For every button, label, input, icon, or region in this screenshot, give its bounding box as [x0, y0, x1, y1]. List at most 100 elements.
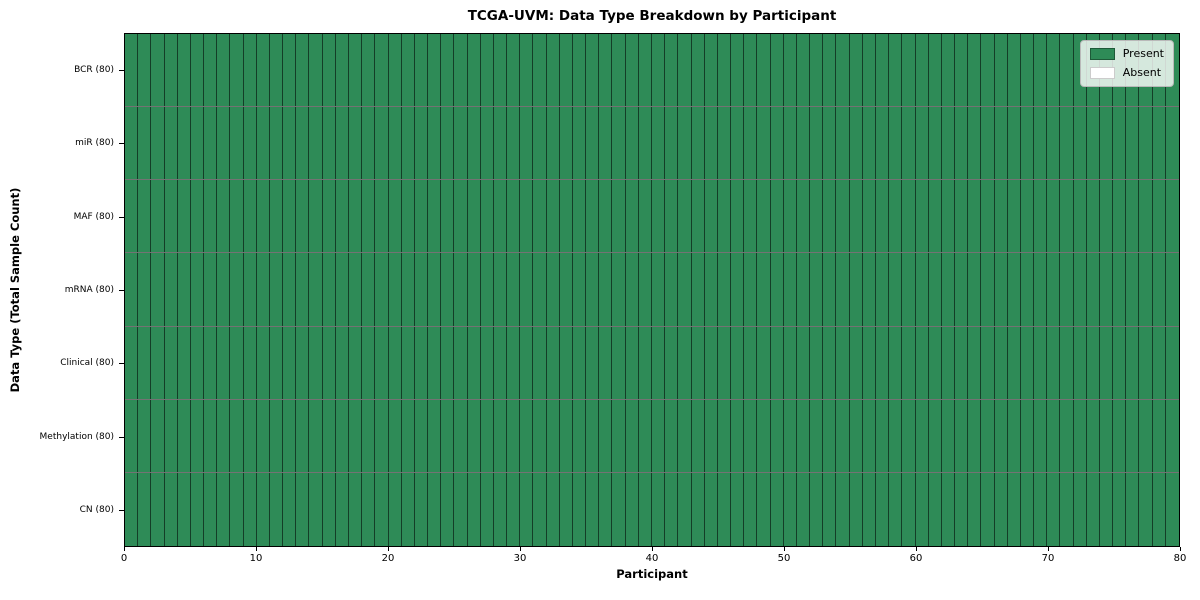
heatmap-cell	[1086, 180, 1100, 253]
heatmap-cell	[981, 180, 995, 253]
heatmap-cell	[520, 472, 534, 546]
heatmap-cell	[375, 326, 389, 399]
heatmap-cell	[955, 107, 969, 180]
heatmap-cell	[638, 180, 652, 253]
heatmap-cell	[414, 326, 429, 399]
heatmap-cell	[1034, 326, 1048, 399]
heatmap-cell	[783, 253, 797, 326]
heatmap-cell	[823, 472, 837, 546]
y-tick-label-Clinical: Clinical (80)	[60, 358, 114, 369]
x-tick-label: 50	[777, 553, 791, 564]
heatmap-cell	[902, 180, 916, 253]
x-tick-mark	[1180, 547, 1181, 551]
heatmap-cell	[256, 34, 270, 107]
heatmap-cell	[217, 326, 231, 399]
heatmap-cell	[915, 180, 929, 253]
heatmap-cell	[243, 253, 257, 326]
heatmap-cell	[941, 253, 956, 326]
heatmap-cell	[1113, 180, 1127, 253]
heatmap-cell	[625, 326, 639, 399]
heatmap-cell	[348, 399, 363, 472]
heatmap-cell	[717, 472, 732, 546]
heatmap-cell	[783, 180, 797, 253]
heatmap-cell	[652, 107, 666, 180]
heatmap-cell	[1165, 180, 1179, 253]
heatmap-cell	[480, 180, 494, 253]
heatmap-cell	[1139, 399, 1153, 472]
heatmap-cell	[533, 253, 547, 326]
heatmap-cell	[256, 399, 270, 472]
heatmap-cell	[625, 34, 639, 107]
heatmap-cell	[335, 34, 349, 107]
heatmap-cell	[849, 107, 863, 180]
heatmap-cell	[322, 399, 336, 472]
heatmap-cell	[559, 399, 573, 472]
heatmap-cell	[625, 107, 639, 180]
heatmap-cell	[968, 180, 982, 253]
heatmap-cell	[546, 107, 560, 180]
heatmap-cell	[810, 34, 824, 107]
heatmap-cell	[1034, 253, 1048, 326]
heatmap-cell	[388, 399, 402, 472]
heatmap-cell	[1020, 253, 1035, 326]
heatmap-cell	[388, 107, 402, 180]
heatmap-cell	[810, 253, 824, 326]
heatmap-cell	[177, 399, 191, 472]
heatmap-cell	[928, 472, 942, 546]
heatmap-cell	[783, 472, 797, 546]
heatmap-cell	[151, 253, 165, 326]
heatmap-cell	[1165, 472, 1179, 546]
heatmap-cell	[981, 326, 995, 399]
heatmap-cell	[388, 253, 402, 326]
heatmap-cell	[428, 253, 442, 326]
heatmap-cell	[652, 34, 666, 107]
heatmap-cell	[164, 180, 178, 253]
heatmap-cell	[731, 253, 745, 326]
heatmap-cell	[1113, 107, 1127, 180]
heatmap-cell	[322, 34, 336, 107]
heatmap-cell	[125, 326, 139, 399]
heatmap-cell	[770, 34, 784, 107]
heatmap-cell	[190, 472, 205, 546]
heatmap-cell	[586, 107, 600, 180]
heatmap-cell	[164, 472, 178, 546]
heatmap-cell	[138, 399, 152, 472]
heatmap-cell	[454, 399, 468, 472]
heatmap-cell	[428, 326, 442, 399]
heatmap-cell	[375, 253, 389, 326]
heatmap-cell	[151, 326, 165, 399]
heatmap-cell	[375, 180, 389, 253]
heatmap-cell	[1126, 107, 1140, 180]
heatmap-cell	[955, 326, 969, 399]
heatmap-cell	[177, 107, 191, 180]
heatmap-cell	[269, 34, 284, 107]
heatmap-cell	[230, 34, 244, 107]
heatmap-cell	[1007, 107, 1021, 180]
heatmap-cell	[902, 472, 916, 546]
heatmap-cell	[401, 399, 415, 472]
heatmap-cell	[230, 472, 244, 546]
heatmap-cell	[599, 253, 613, 326]
heatmap-cell	[1007, 180, 1021, 253]
heatmap-cell	[309, 472, 323, 546]
heatmap-cell	[1047, 326, 1061, 399]
heatmap-cell	[217, 34, 231, 107]
heatmap-cell	[744, 180, 758, 253]
heatmap-cell	[520, 399, 534, 472]
legend-entry-present: Present	[1089, 48, 1164, 60]
heatmap-cell	[164, 107, 178, 180]
heatmap-cell	[572, 34, 587, 107]
heatmap-cell	[572, 107, 587, 180]
heatmap-cell	[625, 253, 639, 326]
heatmap-cell	[994, 34, 1008, 107]
heatmap-cell	[335, 399, 349, 472]
heatmap-cell	[915, 399, 929, 472]
heatmap-cell	[217, 253, 231, 326]
heatmap-cell	[638, 253, 652, 326]
heatmap-cell	[586, 253, 600, 326]
heatmap-cell	[665, 326, 679, 399]
heatmap-cell	[362, 399, 376, 472]
heatmap-cell	[665, 34, 679, 107]
heatmap-cell	[638, 472, 652, 546]
y-tick-mark	[119, 363, 124, 365]
